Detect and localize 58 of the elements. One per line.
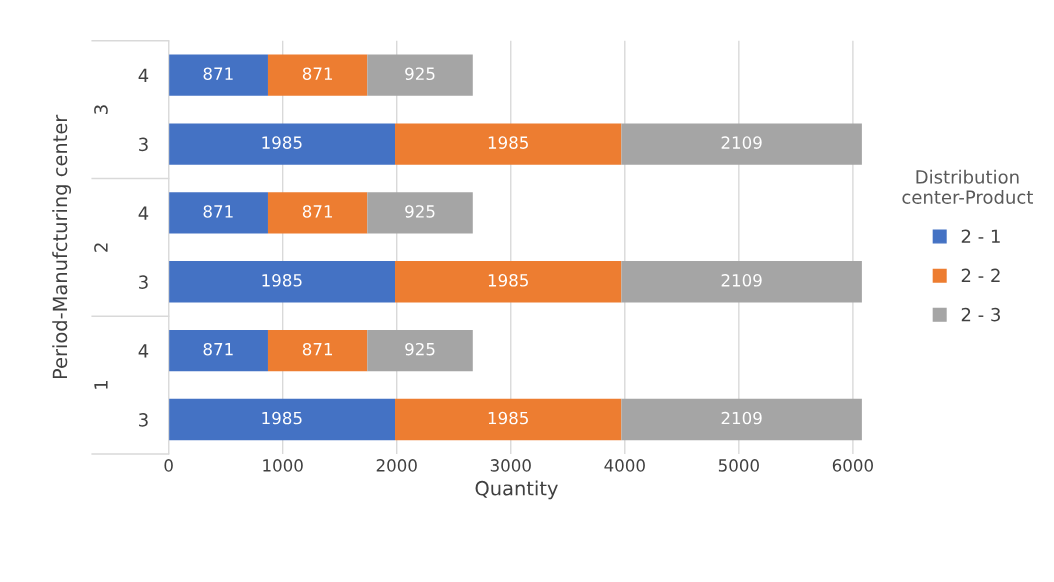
y-tick-label: 3 [139, 137, 148, 152]
legend-label: 2 - 1 [961, 229, 1000, 243]
bar [168, 123, 396, 165]
data-label: 1985 [488, 274, 528, 287]
bar [367, 329, 473, 372]
bar [168, 192, 268, 234]
legend-label: 2 - 2 [961, 268, 1000, 283]
data-label: 871 [302, 67, 332, 81]
x-tick-label: 6000 [832, 459, 873, 472]
x-tick-label: 1000 [263, 459, 303, 472]
bar [367, 192, 473, 234]
bar [267, 54, 368, 96]
y-axis-title: Period-Manufcturing center [52, 114, 72, 379]
bar [621, 398, 862, 441]
data-label: 925 [405, 67, 435, 81]
data-label: 925 [405, 342, 435, 356]
bar [395, 398, 622, 441]
data-label: 1985 [488, 411, 528, 425]
x-axis-title: Quantity [475, 480, 558, 500]
text: 3 [94, 105, 108, 114]
data-label: 925 [405, 205, 435, 218]
y-tick-label: 4 [138, 344, 149, 358]
bar [267, 192, 368, 234]
x-tick-label: 4000 [604, 459, 645, 472]
data-label: 871 [203, 342, 233, 356]
bar [168, 54, 268, 96]
bar [621, 261, 862, 303]
x-tick-label: 2000 [376, 459, 417, 472]
text: 2 [94, 243, 108, 252]
data-label: 1985 [262, 411, 302, 425]
x-tick-label: 5000 [718, 459, 759, 472]
data-label: 1985 [262, 274, 302, 287]
data-label: 2109 [721, 411, 762, 425]
data-label: 2109 [721, 274, 762, 287]
bar [168, 398, 396, 441]
legend-title: Distribution center-Product [902, 169, 1033, 204]
bar [395, 261, 622, 303]
data-label: 871 [302, 205, 332, 218]
data-label: 2109 [721, 136, 762, 149]
y-tick-label: 4 [138, 68, 149, 83]
data-label: 871 [203, 67, 233, 81]
bar [395, 123, 622, 165]
bar [168, 329, 268, 372]
bar [621, 123, 862, 165]
legend-label: 2 - 3 [961, 307, 1000, 322]
y-tick-label: 3 [139, 275, 148, 289]
bar [168, 261, 396, 303]
text: 1 [94, 381, 108, 389]
x-tick-label: 3000 [490, 459, 531, 472]
y-tick-label: 3 [139, 412, 148, 427]
data-label: 1985 [488, 136, 528, 149]
y-tick-label: 4 [138, 206, 149, 220]
bar [267, 329, 368, 372]
bar [367, 54, 473, 96]
data-label: 871 [203, 205, 233, 218]
data-label: 1985 [262, 136, 302, 149]
x-tick-label: 0 [164, 459, 173, 472]
data-label: 871 [302, 342, 332, 356]
